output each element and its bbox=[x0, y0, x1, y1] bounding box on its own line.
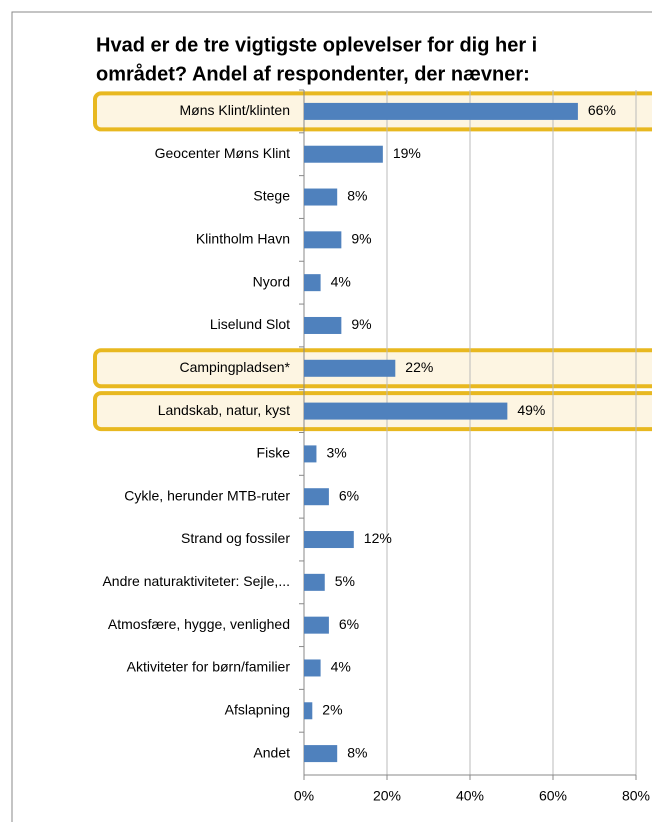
y-tick-label: Møns Klint/klinten bbox=[180, 102, 290, 118]
y-tick-label: Landskab, natur, kyst bbox=[158, 402, 290, 418]
y-tick-label: Cykle, herunder MTB-ruter bbox=[124, 487, 290, 503]
bar bbox=[304, 745, 338, 763]
data-label: 4% bbox=[331, 659, 351, 675]
data-label: 8% bbox=[347, 188, 367, 204]
bar bbox=[304, 659, 321, 677]
bar bbox=[304, 316, 342, 334]
chart-title: området? Andel af respondenter, der nævn… bbox=[96, 62, 530, 85]
data-label: 8% bbox=[347, 744, 367, 760]
y-tick-label: Nyord bbox=[253, 273, 290, 289]
data-label: 66% bbox=[588, 102, 616, 118]
bar bbox=[304, 102, 578, 120]
data-label: 22% bbox=[405, 359, 433, 375]
data-label: 6% bbox=[339, 616, 359, 632]
bar bbox=[304, 488, 329, 506]
y-tick-label: Fiske bbox=[257, 445, 291, 461]
bar bbox=[304, 145, 383, 163]
x-tick-label: 60% bbox=[539, 788, 567, 804]
data-label: 19% bbox=[393, 145, 421, 161]
y-tick-label: Campingpladsen* bbox=[179, 359, 290, 375]
x-tick-label: 80% bbox=[622, 788, 650, 804]
x-tick-label: 40% bbox=[456, 788, 484, 804]
data-label: 12% bbox=[364, 530, 392, 546]
data-label: 2% bbox=[322, 701, 342, 717]
data-label: 3% bbox=[326, 445, 346, 461]
data-label: 9% bbox=[351, 231, 371, 247]
bar bbox=[304, 231, 342, 249]
y-tick-label: Andre naturaktiviteter: Sejle,... bbox=[102, 573, 290, 589]
y-tick-label: Atmosfære, hygge, venlighed bbox=[108, 616, 290, 632]
y-tick-label: Aktiviteter for børn/familier bbox=[127, 659, 291, 675]
data-label: 9% bbox=[351, 316, 371, 332]
data-label: 4% bbox=[331, 273, 351, 289]
data-label: 49% bbox=[517, 402, 545, 418]
bar bbox=[304, 359, 396, 377]
x-tick-label: 0% bbox=[294, 788, 314, 804]
data-label: 5% bbox=[335, 573, 355, 589]
bar bbox=[304, 531, 354, 549]
y-tick-label: Strand og fossiler bbox=[181, 530, 290, 546]
bar bbox=[304, 402, 508, 420]
x-tick-label: 20% bbox=[373, 788, 401, 804]
y-tick-label: Liselund Slot bbox=[210, 316, 290, 332]
bar bbox=[304, 573, 325, 591]
y-tick-label: Afslapning bbox=[225, 701, 290, 717]
y-tick-label: Klintholm Havn bbox=[196, 231, 290, 247]
chart-title: Hvad er de tre vigtigste oplevelser for … bbox=[96, 34, 537, 56]
data-label: 6% bbox=[339, 487, 359, 503]
bar bbox=[304, 616, 329, 634]
y-tick-label: Stege bbox=[253, 188, 290, 204]
bar bbox=[304, 445, 317, 463]
bar bbox=[304, 188, 338, 206]
y-tick-label: Geocenter Møns Klint bbox=[155, 145, 290, 161]
y-tick-label: Andet bbox=[253, 744, 290, 760]
bar bbox=[304, 274, 321, 292]
bar bbox=[304, 702, 313, 720]
